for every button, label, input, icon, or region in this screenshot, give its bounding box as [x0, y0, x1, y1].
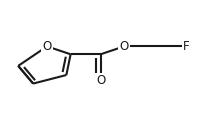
Text: O: O: [119, 40, 129, 53]
Text: O: O: [42, 40, 52, 53]
Text: O: O: [96, 74, 105, 87]
Text: F: F: [183, 40, 189, 53]
